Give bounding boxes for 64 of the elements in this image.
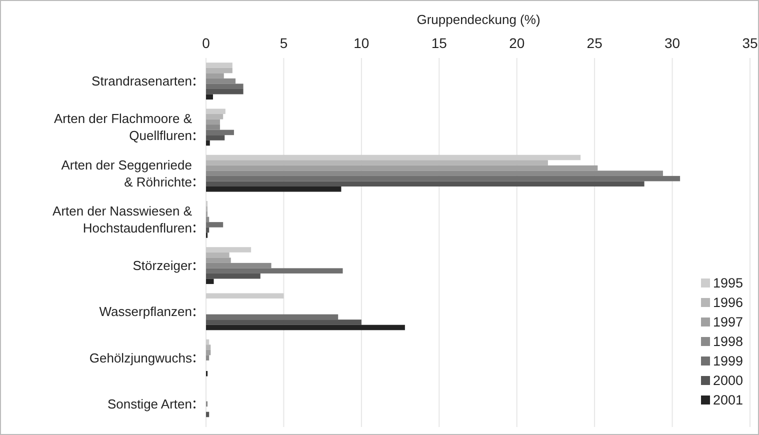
legend-label: 2000 (713, 373, 744, 388)
bar (206, 258, 231, 263)
y-tick-label: Störzeiger (132, 258, 193, 274)
bar (206, 262, 272, 268)
y-tick-label: Gehölzjungwuchs (89, 350, 192, 366)
bar (206, 114, 224, 120)
bar (206, 94, 213, 100)
bar (206, 320, 362, 325)
legend-label: 2001 (713, 392, 744, 408)
bar (206, 135, 225, 140)
bar (206, 293, 284, 299)
bar (206, 227, 210, 233)
bar (206, 119, 220, 125)
x-axis-title: Gruppendeckung (%) (416, 12, 540, 27)
bar (206, 268, 343, 274)
bar (206, 140, 210, 146)
bar (206, 344, 211, 350)
bar (206, 124, 220, 130)
bar (206, 222, 224, 228)
bar (206, 412, 210, 418)
bar (206, 216, 210, 222)
bar (206, 62, 232, 68)
x-tick-label: 10 (354, 35, 370, 51)
bar (206, 181, 644, 186)
bar (206, 160, 548, 166)
bar (206, 176, 680, 182)
bar (206, 252, 230, 258)
bar (206, 108, 226, 114)
bar (206, 165, 598, 171)
bar (206, 355, 210, 360)
bar (206, 278, 214, 284)
x-tick-label: 25 (586, 35, 603, 51)
bar (206, 350, 211, 356)
bar (206, 247, 252, 252)
bar (206, 130, 234, 136)
y-tick-label: Wasserpflanzen (99, 304, 192, 320)
bar (206, 170, 663, 176)
bar (206, 73, 224, 78)
y-tick-label: Arten der Nasswiesen & Hochstaudenfluren (52, 203, 192, 236)
x-tick-label: 20 (509, 35, 525, 51)
y-tick-label: Sonstige Arten (107, 396, 192, 412)
legend-label: 1996 (713, 295, 744, 310)
bar (206, 339, 210, 345)
bar (206, 78, 236, 84)
bar (206, 88, 244, 94)
legend-label: 1999 (713, 354, 744, 368)
x-tick-label: 35 (742, 35, 758, 51)
x-tick-label: 0 (202, 35, 210, 51)
bar (206, 314, 338, 320)
bar (206, 324, 405, 330)
bar (206, 68, 232, 74)
bar (206, 186, 342, 192)
y-tick-label: Arten der Flachmoore & Quellfluren (54, 111, 192, 144)
bar (206, 84, 244, 89)
x-tick-label: 15 (431, 35, 448, 51)
y-tick-label: Arten der Seggenriede & Röhrichte (61, 157, 192, 190)
bar (206, 273, 260, 279)
y-tick-label: Strandrasenarten (92, 74, 192, 89)
x-tick-label: 5 (280, 35, 288, 51)
bar (206, 154, 581, 160)
legend-label: 1997 (713, 314, 744, 330)
legend-label: 1998 (713, 334, 744, 349)
x-tick-label: 30 (664, 35, 680, 51)
legend-label: 1995 (713, 276, 744, 290)
